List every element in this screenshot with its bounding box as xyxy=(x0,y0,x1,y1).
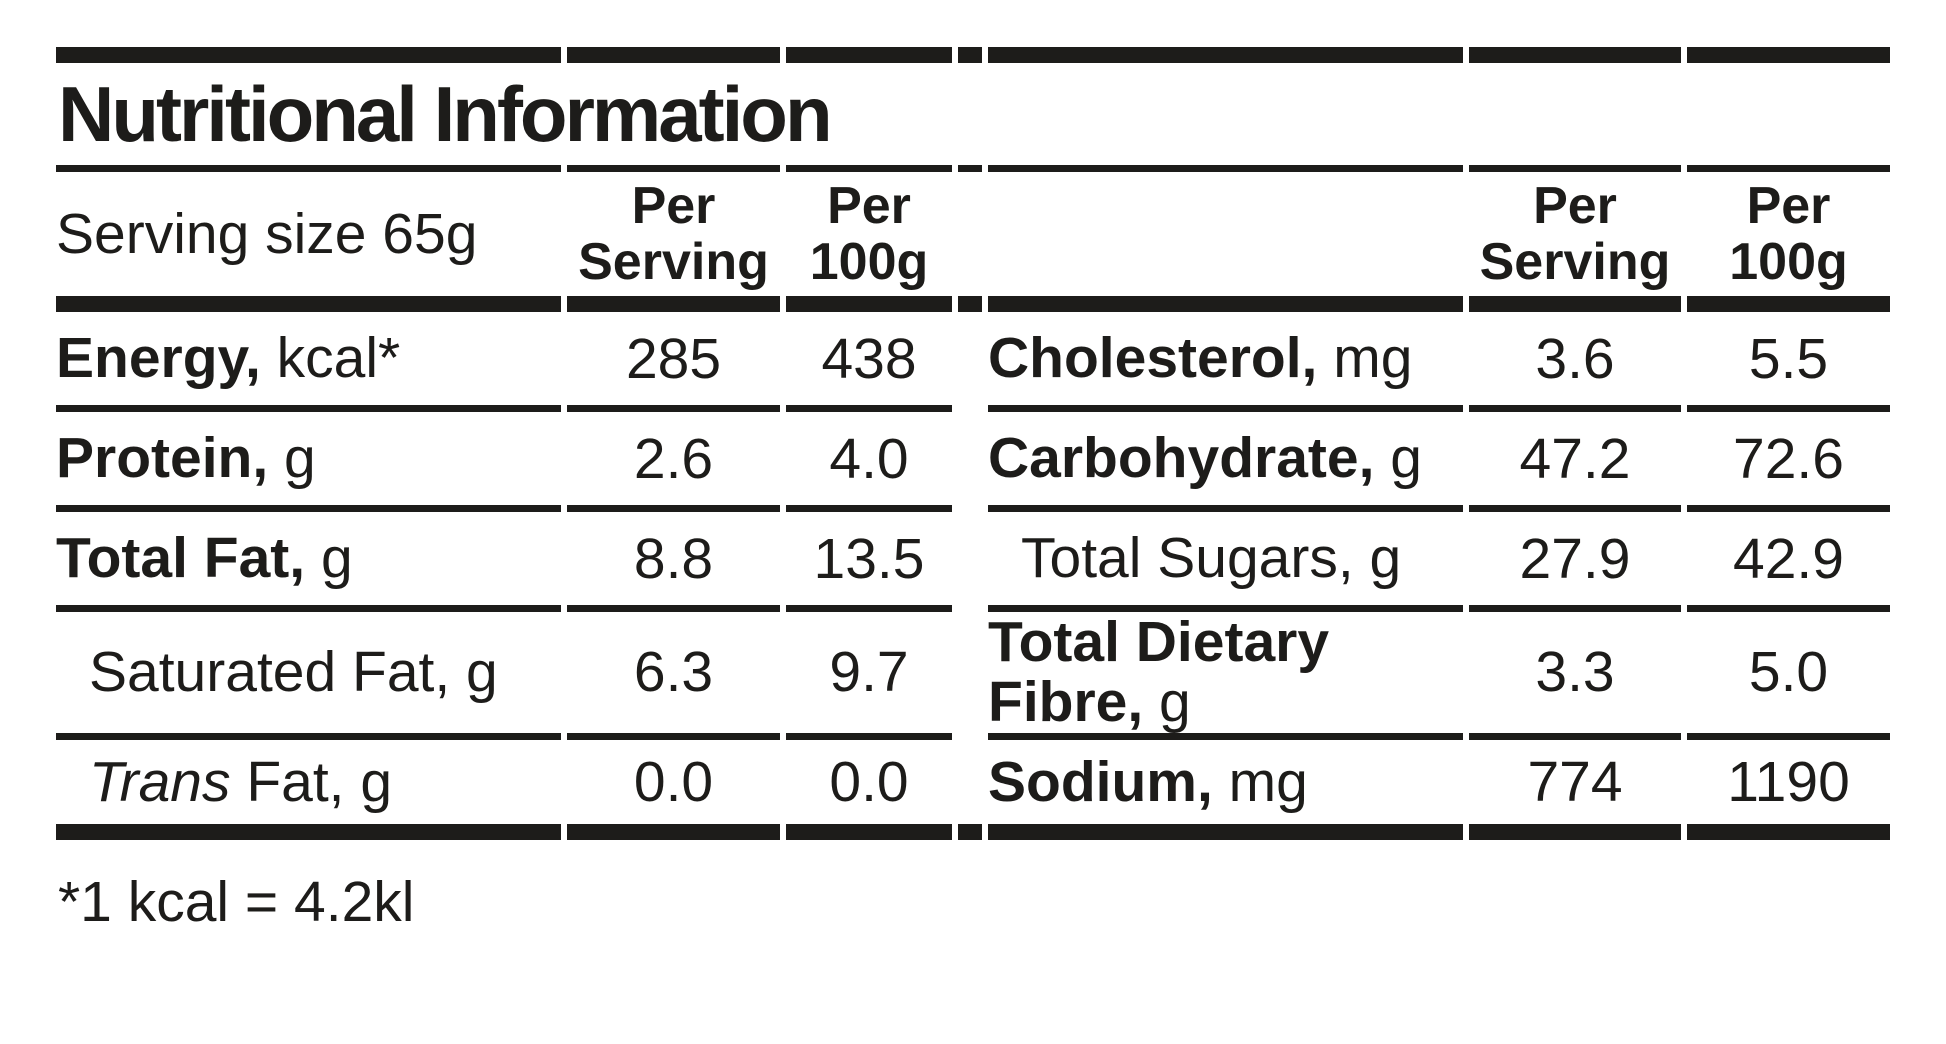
nutrient-name: Total Fat, xyxy=(56,526,306,591)
spacer-cell xyxy=(786,47,952,172)
per-100g-header-label: Per 100g xyxy=(1729,176,1848,291)
serving-size-cell: Serving size 65g xyxy=(56,172,561,312)
gutter-cell xyxy=(958,512,982,612)
value-sodium-per-100g: 1190 xyxy=(1687,740,1890,840)
title-cell: Nutritional Information xyxy=(56,47,833,172)
nutrient-label-sodium: Sodium, mg xyxy=(988,740,1463,840)
nutrient-label-total-sugars: Total Sugars, g xyxy=(988,512,1463,612)
value-total-sugars-per-100g: 42.9 xyxy=(1687,512,1890,612)
nutrient-name: Total Sugars, xyxy=(1021,526,1354,591)
nutrient-name: Saturated Fat, xyxy=(89,640,451,705)
nutrient-name: Carbohydrate, xyxy=(988,426,1375,491)
value-sodium-per-serving: 774 xyxy=(1469,740,1681,840)
nutrient-unit: g xyxy=(268,426,316,491)
column-header-row: Serving size 65g Per Serving Per 100g Pe… xyxy=(56,172,1890,312)
gutter-cell xyxy=(958,172,982,312)
value-total-fat-per-serving: 8.8 xyxy=(567,512,780,612)
table-row-energy-cholesterol: Energy, kcal* 285 438 Cholesterol, mg 3.… xyxy=(56,312,1890,412)
value-cholesterol-per-100g: 5.5 xyxy=(1687,312,1890,412)
nutrient-label-trans-fat: Trans Fat, g xyxy=(56,740,561,840)
table-row-transfat-sodium: Trans Fat, g 0.0 0.0 Sodium, mg 774 1190 xyxy=(56,740,1890,840)
nutrition-table: Nutritional Information Serving size 65g… xyxy=(50,47,1896,840)
spacer-cell xyxy=(1469,47,1681,172)
kcal-footnote: *1 kcal = 4.2kl xyxy=(58,869,415,934)
page-title: Nutritional Information xyxy=(58,70,833,158)
spacer-cell xyxy=(988,47,1463,172)
value-carbohydrate-per-serving: 47.2 xyxy=(1469,412,1681,512)
nutrient-unit: mg xyxy=(1317,326,1413,391)
nutrient-label-saturated-fat: Saturated Fat, g xyxy=(56,612,561,740)
value-total-fat-per-100g: 13.5 xyxy=(786,512,952,612)
spacer-cell xyxy=(1687,47,1890,172)
table-row-protein-carbohydrate: Protein, g 2.6 4.0 Carbohydrate, g 47.2 … xyxy=(56,412,1890,512)
value-trans-fat-per-serving: 0.0 xyxy=(567,740,780,840)
gutter-cell xyxy=(958,47,982,172)
per-100g-header-label: Per 100g xyxy=(809,176,929,291)
nutrient-label-protein: Protein, g xyxy=(56,412,561,512)
nutrient-unit: g xyxy=(1353,526,1402,591)
nutrient-unit: g xyxy=(305,526,353,591)
per-100g-header-right: Per 100g xyxy=(1687,172,1890,312)
value-energy-per-serving: 285 xyxy=(567,312,780,412)
value-protein-per-serving: 2.6 xyxy=(567,412,780,512)
table-row-totalfat-totalsugars: Total Fat, g 8.8 13.5 Total Sugars, g 27… xyxy=(56,512,1890,612)
nutrient-name: Fat, xyxy=(230,749,345,814)
nutrient-name: Cholesterol, xyxy=(988,326,1318,391)
gutter-cell xyxy=(958,312,982,412)
nutrient-unit: kcal* xyxy=(260,326,401,391)
nutrient-name-italic: Trans xyxy=(89,749,231,814)
nutrient-unit: g xyxy=(1374,426,1422,491)
nutrient-label-energy: Energy, kcal* xyxy=(56,312,561,412)
value-dietary-fibre-per-serving: 3.3 xyxy=(1469,612,1681,740)
per-serving-header-label: Per Serving xyxy=(1479,176,1671,291)
nutrient-unit: g xyxy=(1143,670,1191,735)
nutrient-unit: g xyxy=(344,749,393,814)
nutrient-unit: g xyxy=(450,640,498,705)
nutrient-name: Energy, xyxy=(56,326,261,391)
per-serving-header-left: Per Serving xyxy=(567,172,780,312)
value-total-sugars-per-serving: 27.9 xyxy=(1469,512,1681,612)
gutter-cell xyxy=(958,740,982,840)
value-cholesterol-per-serving: 3.6 xyxy=(1469,312,1681,412)
gutter-cell xyxy=(958,412,982,512)
nutrient-unit: mg xyxy=(1212,749,1308,814)
table-row-saturatedfat-fibre: Saturated Fat, g 6.3 9.7 Total Dietary F… xyxy=(56,612,1890,740)
value-carbohydrate-per-100g: 72.6 xyxy=(1687,412,1890,512)
per-100g-header-left: Per 100g xyxy=(786,172,952,312)
gutter-cell xyxy=(958,612,982,740)
per-serving-header-label: Per Serving xyxy=(578,176,769,291)
nutrient-label-total-fat: Total Fat, g xyxy=(56,512,561,612)
value-saturated-fat-per-100g: 9.7 xyxy=(786,612,952,740)
value-trans-fat-per-100g: 0.0 xyxy=(786,740,952,840)
nutrient-name: Sodium, xyxy=(988,749,1213,814)
serving-size-label: Serving size 65g xyxy=(56,202,478,266)
value-energy-per-100g: 438 xyxy=(786,312,952,412)
nutrient-label-dietary-fibre: Total Dietary Fibre, g xyxy=(988,612,1463,740)
nutrient-label-cholesterol: Cholesterol, mg xyxy=(988,312,1463,412)
value-dietary-fibre-per-100g: 5.0 xyxy=(1687,612,1890,740)
value-saturated-fat-per-serving: 6.3 xyxy=(567,612,780,740)
title-row: Nutritional Information xyxy=(56,47,1890,172)
per-serving-header-right: Per Serving xyxy=(1469,172,1681,312)
nutrient-name: Total Dietary Fibre, xyxy=(988,610,1330,735)
blank-header-cell xyxy=(988,172,1463,312)
spacer-cell xyxy=(567,47,780,172)
nutrient-label-carbohydrate: Carbohydrate, g xyxy=(988,412,1463,512)
nutrient-name: Protein, xyxy=(56,426,269,491)
value-protein-per-100g: 4.0 xyxy=(786,412,952,512)
